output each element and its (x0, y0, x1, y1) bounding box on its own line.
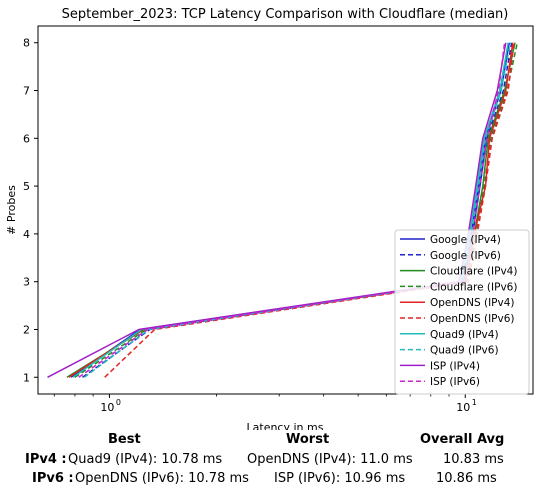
ipv4-avg: 10.83 ms (443, 452, 504, 467)
y-tick-label: 2 (23, 323, 30, 336)
legend-label: OpenDNS (IPv4) (430, 297, 515, 309)
y-tick-label: 1 (23, 371, 30, 384)
y-tick-label: 5 (23, 180, 30, 193)
ipv4-best: Quad9 (IPv4): 10.78 ms (68, 452, 223, 467)
y-tick-label: 7 (23, 85, 30, 98)
y-tick-label: 4 (23, 228, 30, 241)
y-tick-label: 3 (23, 276, 30, 289)
ipv6-avg: 10.86 ms (436, 471, 497, 486)
legend-box (394, 229, 530, 395)
legend-label: ISP (IPv4) (430, 360, 480, 372)
summary-table: Best Worst Overall Avg IPv4 : Quad9 (IPv… (0, 428, 541, 496)
row-label-ipv4: IPv4 : (25, 452, 67, 467)
y-axis-label: # Probes (5, 185, 18, 235)
y-tick-label: 6 (23, 132, 30, 145)
row-label-ipv6: IPv6 : (32, 471, 74, 486)
legend-label: Cloudflare (IPv6) (430, 281, 517, 293)
series-line-9 (78, 42, 506, 378)
legend-label: Cloudflare (IPv4) (430, 266, 517, 278)
legend-label: Google (IPv4) (430, 234, 501, 246)
legend-label: OpenDNS (IPv6) (430, 313, 515, 325)
legend-label: Quad9 (IPv4) (430, 329, 499, 341)
x-tick-label: 10 (100, 401, 114, 414)
series-line-7 (83, 42, 512, 378)
legend: Google (IPv4) Google (IPv6) Cloudflare (IP… (394, 229, 530, 395)
series-line-8 (47, 42, 507, 378)
header-worst: Worst (286, 432, 330, 447)
x-tick-label: 10 (456, 401, 470, 414)
header-best: Best (108, 432, 141, 447)
ipv4-worst: OpenDNS (IPv4): 11.0 ms (247, 452, 413, 467)
ipv6-best: OpenDNS (IPv6): 10.78 ms (75, 471, 249, 486)
latency-chart: September_2023: TCP Latency Comparison w… (5, 7, 534, 430)
plot-frame (37, 25, 534, 395)
series-line-5 (104, 42, 515, 378)
x-tick-label-exponent: 1 (472, 398, 477, 407)
x-axis-label: Latency in ms (247, 421, 324, 430)
chart-title: September_2023: TCP Latency Comparison w… (62, 7, 509, 22)
y-tick-label: 8 (23, 37, 30, 50)
x-tick-label-exponent: 0 (116, 398, 121, 407)
legend-label: Quad9 (IPv6) (430, 345, 499, 357)
legend-label: Google (IPv6) (430, 250, 501, 262)
plot-lines (47, 42, 519, 378)
legend-label: ISP (IPv6) (430, 376, 480, 388)
ipv6-worst: ISP (IPv6): 10.96 ms (274, 471, 406, 486)
header-overall-avg: Overall Avg (420, 432, 505, 447)
